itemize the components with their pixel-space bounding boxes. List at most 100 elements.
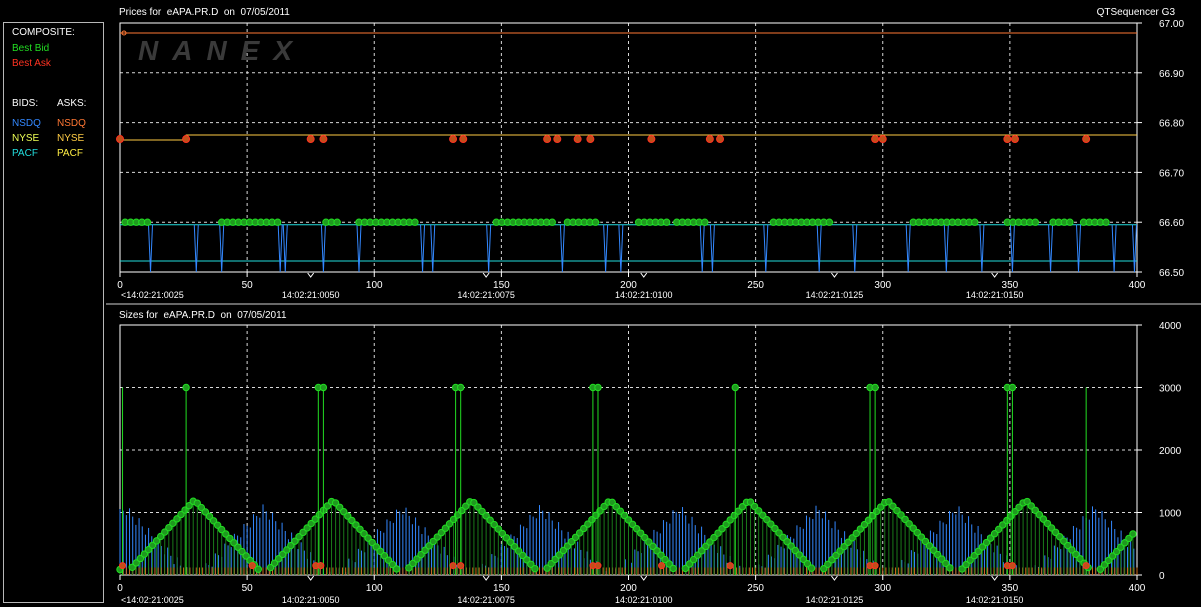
size-spike-marker — [456, 383, 465, 392]
size-marker-best-bid — [283, 546, 291, 554]
size-marker-best-bid — [364, 534, 372, 542]
bid-pacf-label: PACF — [12, 148, 38, 159]
size-marker-best-bid — [783, 537, 791, 546]
price-y-tick-label: 67.00 — [1159, 19, 1184, 30]
size-x-tick-label: 400 — [1129, 583, 1146, 594]
size-marker-best-bid — [689, 555, 698, 564]
price-time-marker — [307, 272, 315, 278]
size-marker-best-bid — [266, 563, 275, 572]
size-marker-best-bid — [832, 551, 840, 560]
size-marker-best-bid — [885, 498, 893, 506]
size-marker-best-bid — [1060, 537, 1068, 545]
size-spike-marker — [319, 383, 328, 392]
size-marker-best-bid — [791, 546, 799, 555]
size-marker-best-bid — [754, 507, 763, 515]
size-marker-best-bid — [238, 547, 246, 556]
bid-nsdq-dip — [430, 224, 436, 273]
size-marker-best-bid — [620, 511, 629, 520]
size-x-tick-label: 300 — [874, 583, 891, 594]
size-marker-best-bid — [510, 542, 519, 551]
size-marker-best-bid — [1121, 539, 1129, 547]
size-marker-best-bid — [177, 510, 185, 519]
size-marker-best-bid — [344, 512, 352, 520]
size-marker-best-bid — [921, 537, 930, 546]
price-chart-title: Prices for eAPA.PR.D on 07/05/2011 — [119, 7, 290, 18]
size-marker-best-bid — [637, 529, 645, 537]
size-marker-best-bid — [478, 507, 486, 516]
bid-nsdq-dip — [1048, 224, 1054, 273]
size-marker-best-bid — [933, 550, 942, 559]
size-marker-best-bid — [1027, 502, 1035, 510]
bid-nsdq-dip — [219, 224, 225, 273]
size-marker-best-bid — [173, 515, 181, 523]
size-marker-best-bid — [527, 560, 535, 568]
size-marker-best-bid — [641, 533, 649, 542]
size-marker-best-bid — [523, 556, 531, 564]
legend-panel: COMPOSITE: Best Bid Best Ask BIDS: ASKS:… — [3, 22, 104, 603]
bid-marker — [411, 218, 419, 226]
size-marker-best-bid — [1125, 534, 1133, 543]
size-marker-best-bid — [1031, 506, 1040, 515]
size-time-marker — [991, 575, 999, 581]
size-marker-best-bid — [376, 547, 385, 556]
size-marker-best-bid — [161, 528, 169, 536]
size-marker-best-bid — [340, 507, 348, 516]
size-marker-best-bid — [368, 538, 376, 547]
size-marker-best-bid — [787, 542, 795, 550]
size-marker-best-bid — [156, 532, 165, 541]
size-marker-best-bid — [860, 520, 869, 529]
size-marker-best-bid — [661, 555, 669, 564]
size-marker-best-bid — [901, 515, 909, 524]
size-marker-best-bid — [335, 503, 344, 511]
size-marker-best-bid — [299, 528, 307, 537]
price-x-tick-label: 350 — [1002, 280, 1019, 291]
size-marker-best-bid — [730, 511, 738, 520]
watermark-logo: NANEX — [138, 35, 306, 66]
size-marker-best-bid — [905, 520, 913, 528]
size-marker-best-bid — [437, 528, 446, 537]
size-marker-best-bid — [775, 529, 783, 537]
bid-nsdq-dip — [277, 224, 283, 273]
price-time-marker — [991, 272, 999, 278]
size-ask-marker — [449, 562, 457, 570]
ask-marker — [459, 135, 468, 144]
size-ask-marker — [119, 562, 127, 570]
size-ask-marker — [457, 562, 465, 570]
size-marker-best-bid — [771, 524, 779, 533]
size-marker-best-bid — [205, 512, 214, 521]
size-marker-best-bid — [645, 538, 653, 546]
size-marker-best-bid — [966, 556, 974, 564]
composite-label: COMPOSITE: — [12, 27, 75, 38]
size-marker-best-bid — [388, 560, 397, 569]
size-time-label: 14:02:21:0125 — [806, 595, 864, 605]
size-marker-best-bid — [413, 555, 421, 563]
size-marker-best-bid — [1068, 546, 1076, 554]
bid-marker — [971, 218, 979, 226]
bid-nsdq-dip — [1009, 224, 1015, 273]
size-marker-best-bid — [128, 563, 136, 571]
size-marker-best-bid — [994, 525, 1003, 534]
size-ask-marker — [594, 562, 602, 570]
price-y-tick-label: 66.70 — [1159, 168, 1184, 179]
size-marker-best-bid — [409, 559, 417, 568]
bid-marker — [143, 218, 152, 226]
ask-marker — [543, 135, 552, 144]
size-marker-best-bid — [506, 538, 515, 546]
ask-marker — [573, 135, 582, 144]
asks-label: ASKS: — [57, 98, 87, 109]
size-marker-best-bid — [938, 555, 946, 563]
size-marker-best-bid — [698, 547, 706, 555]
size-marker-best-bid — [612, 503, 620, 511]
bid-marker — [591, 218, 600, 226]
bid-nsdq-dip — [852, 224, 858, 273]
price-y-tick-label: 66.60 — [1159, 218, 1184, 229]
size-marker-best-bid — [514, 547, 523, 555]
size-marker-best-bid — [547, 560, 555, 568]
size-time-label: 14:02:21:0100 — [615, 595, 673, 605]
size-x-tick-label: 100 — [366, 583, 383, 594]
bid-marker — [825, 218, 834, 226]
bid-nsdq-dip — [1111, 224, 1117, 273]
bid-nsdq-dip — [979, 224, 985, 273]
size-marker-best-bid — [226, 534, 234, 543]
price-time-label: 14:02:21:0075 — [457, 290, 515, 300]
